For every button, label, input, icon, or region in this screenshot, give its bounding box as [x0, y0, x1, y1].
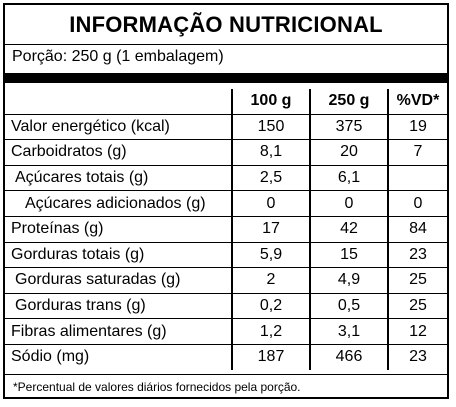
- value-250g: 4,9: [309, 267, 388, 294]
- value-250g: 42: [309, 215, 388, 243]
- value-100g: 0,2: [231, 292, 310, 319]
- value-100g: 0: [231, 190, 310, 217]
- nutrient-name: Sódio (mg): [5, 343, 232, 370]
- value-100g: 187: [231, 343, 310, 370]
- table-row: Açúcares totais (g) 2,5 6,1: [5, 164, 447, 191]
- table-row: Sódio (mg) 187 466 23: [5, 343, 447, 370]
- header-100g: 100 g: [231, 89, 310, 115]
- value-vd: 0: [387, 190, 447, 217]
- value-vd: 25: [387, 267, 447, 294]
- value-100g: 8,1: [231, 139, 310, 166]
- value-vd: 84: [387, 215, 447, 243]
- value-vd: [387, 164, 447, 191]
- value-250g: 466: [309, 343, 388, 370]
- nutrient-name: Valor energético (kcal): [5, 113, 232, 140]
- value-100g: 2,5: [231, 164, 310, 191]
- nutrient-name: Fibras alimentares (g): [5, 318, 232, 345]
- footnote: *Percentual de valores diários fornecido…: [13, 380, 301, 394]
- portion-size: Porção: 250 g (1 embalagem): [12, 48, 224, 65]
- label-title: INFORMAÇÃO NUTRICIONAL: [69, 12, 383, 37]
- table-row: Valor energético (kcal) 150 375 19: [5, 113, 447, 140]
- table-row: Carboidratos (g) 8,1 20 7: [5, 139, 447, 166]
- value-250g: 6,1: [309, 164, 388, 191]
- table-row: Fibras alimentares (g) 1,2 3,1 12: [5, 318, 447, 345]
- table-row: Açúcares adicionados (g) 0 0 0: [5, 190, 447, 217]
- value-250g: 3,1: [309, 318, 388, 345]
- value-vd: 19: [387, 113, 447, 140]
- value-vd: 12: [387, 318, 447, 345]
- value-vd: 25: [387, 292, 447, 319]
- value-100g: 17: [231, 215, 310, 243]
- header-nutrient: [5, 89, 232, 114]
- nutrition-label: INFORMAÇÃO NUTRICIONAL Porção: 250 g (1 …: [3, 3, 449, 399]
- value-100g: 150: [231, 113, 310, 140]
- value-100g: 5,9: [231, 241, 310, 268]
- table-row: Gorduras totais (g) 5,9 15 23: [5, 241, 447, 268]
- footnote-divider: [5, 374, 447, 375]
- header-250g: 250 g: [309, 89, 388, 115]
- nutrient-name: Gorduras trans (g): [5, 292, 232, 319]
- value-100g: 1,2: [231, 318, 310, 345]
- nutrition-table: 100 g 250 g %VD* Valor energético (kcal)…: [5, 89, 447, 370]
- header-vd: %VD*: [387, 89, 447, 115]
- nutrient-name: Açúcares adicionados (g): [5, 190, 232, 217]
- thick-divider: [5, 73, 447, 83]
- value-250g: 375: [309, 113, 388, 140]
- nutrient-name: Carboidratos (g): [5, 139, 232, 166]
- value-vd: 23: [387, 241, 447, 268]
- nutrient-name: Gorduras saturadas (g): [5, 267, 232, 294]
- value-250g: 20: [309, 139, 388, 166]
- value-250g: 0: [309, 190, 388, 217]
- nutrient-name: Açúcares totais (g): [5, 164, 232, 191]
- value-250g: 0,5: [309, 292, 388, 319]
- table-header-row: 100 g 250 g %VD*: [5, 89, 447, 115]
- table-row: Gorduras trans (g) 0,2 0,5 25: [5, 292, 447, 319]
- value-vd: 7: [387, 139, 447, 166]
- nutrient-name: Proteínas (g): [5, 215, 232, 243]
- value-vd: 23: [387, 343, 447, 370]
- table-row: Proteínas (g) 17 42 84: [5, 215, 447, 243]
- value-100g: 2: [231, 267, 310, 294]
- title-divider: [5, 44, 447, 45]
- value-250g: 15: [309, 241, 388, 268]
- nutrient-name: Gorduras totais (g): [5, 241, 232, 268]
- table-row: Gorduras saturadas (g) 2 4,9 25: [5, 267, 447, 294]
